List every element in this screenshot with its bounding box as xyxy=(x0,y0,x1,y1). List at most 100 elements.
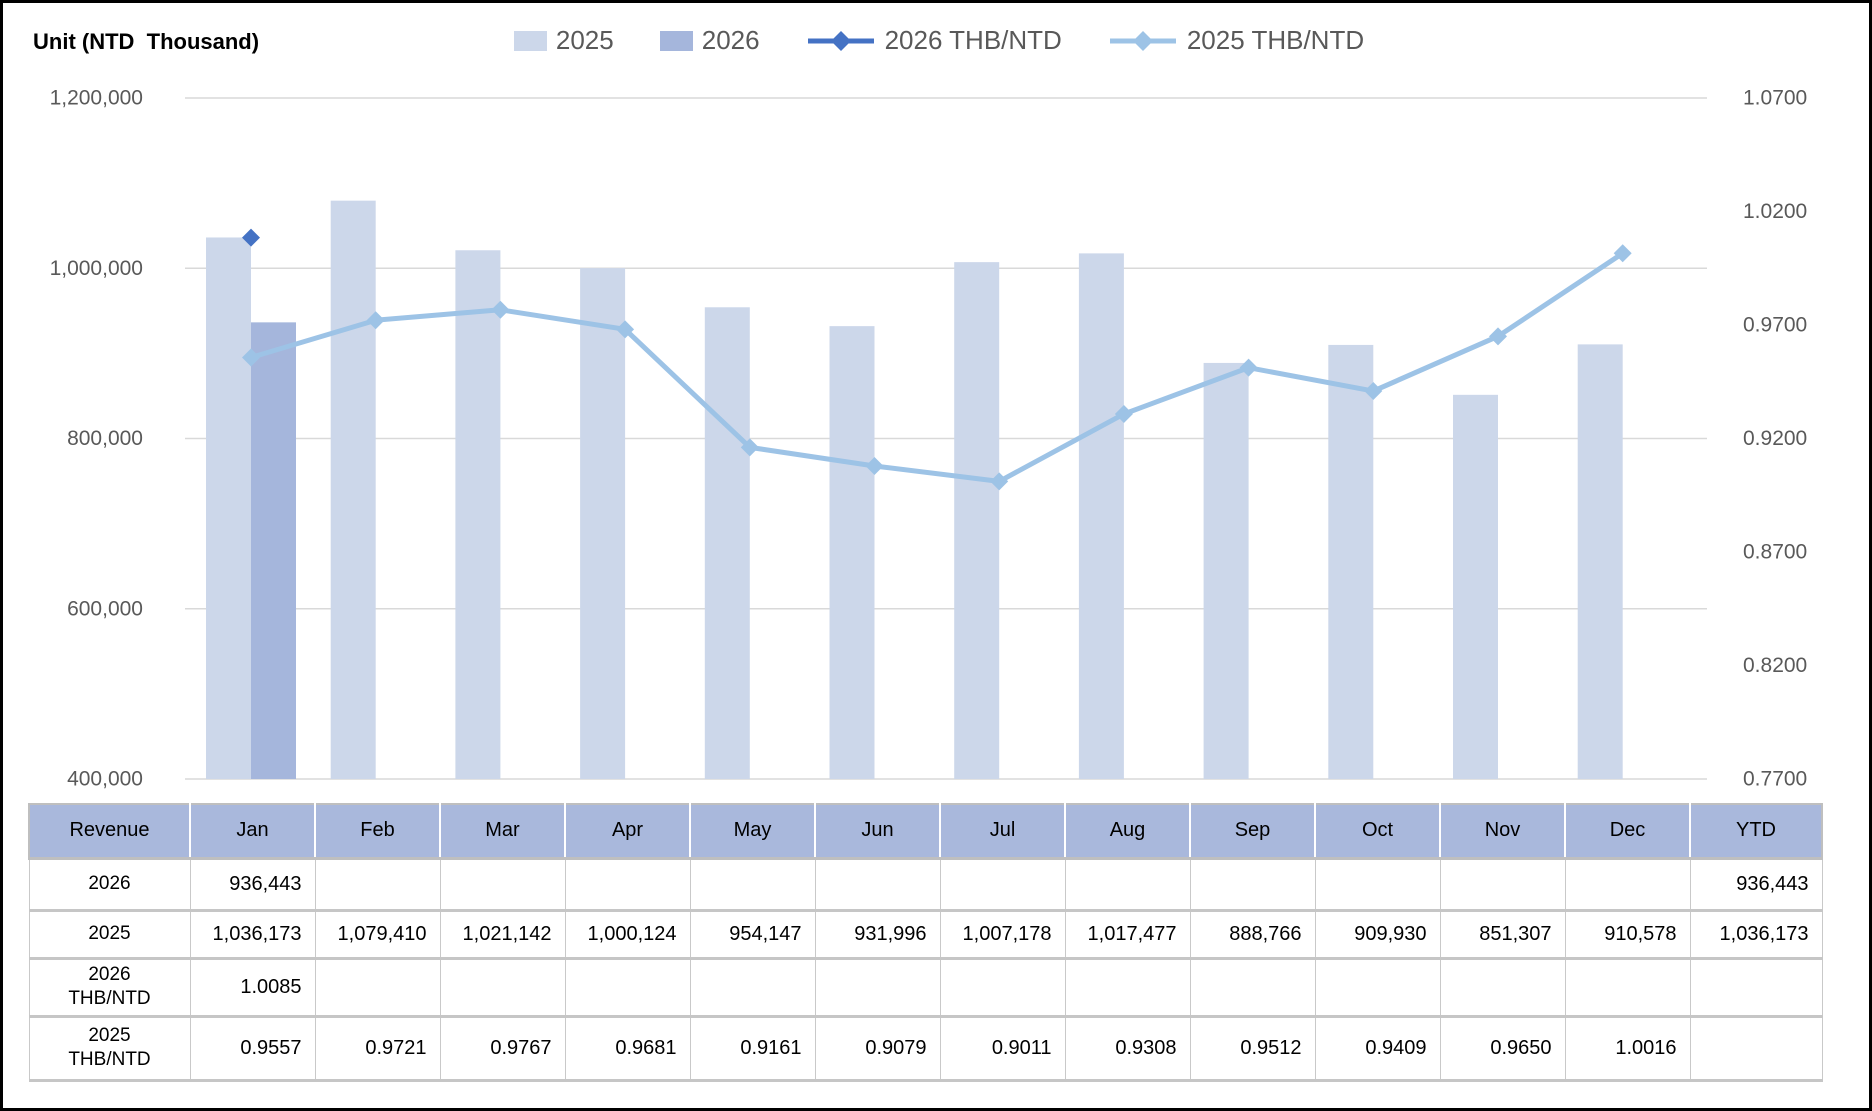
bar-2025-may xyxy=(704,307,750,779)
cell-2025-apr: 1,000,124 xyxy=(564,908,691,960)
cell-2026-mar xyxy=(439,856,566,912)
col-header-dec: Dec xyxy=(1564,803,1691,860)
cell-2025-thb-ntd-jun: 0.9079 xyxy=(814,1014,941,1082)
col-header-jan: Jan xyxy=(189,803,316,860)
left-axis-tick-label: 800,000 xyxy=(67,427,143,450)
cell-2026-dec xyxy=(1564,856,1691,912)
table-row-2026: 2026 936,443 936,443 xyxy=(28,856,1823,912)
bar-2025-apr xyxy=(580,268,626,779)
cell-2025-sep: 888,766 xyxy=(1189,908,1316,960)
bar-2025-sep xyxy=(1203,362,1249,779)
cell-2026-may xyxy=(689,856,816,912)
marker-2026-thb-ntd-jan xyxy=(242,228,260,247)
col-header-nov: Nov xyxy=(1439,803,1566,860)
legend-bar-swatch xyxy=(513,30,547,51)
marker-2025-thb-ntd-jun xyxy=(865,456,884,475)
cell-2026-ytd: 936,443 xyxy=(1689,856,1823,912)
bar-2025-mar xyxy=(455,250,501,779)
cell-2026-thb-ntd-sep xyxy=(1189,956,1316,1018)
cell-2026-jan: 936,443 xyxy=(189,856,316,912)
cell-2025-thb-ntd-jul: 0.9011 xyxy=(939,1014,1066,1082)
legend-label: 2025 THB/NTD xyxy=(1186,25,1365,55)
marker-2025-thb-ntd-feb xyxy=(366,311,385,330)
table-row-2026-thb-ntd: 2026 THB/NTD 1.0085 xyxy=(28,956,1823,1018)
legend-item-2026: 2026 xyxy=(659,25,760,56)
cell-2026-jun xyxy=(814,856,941,912)
bar-2025-feb xyxy=(330,200,376,780)
cell-2026-thb-ntd-jun xyxy=(814,956,941,1018)
cell-2025-nov: 851,307 xyxy=(1439,908,1566,960)
col-header-jun: Jun xyxy=(814,803,941,860)
row-label-2025: 2025 xyxy=(28,908,191,960)
legend-item-2025: 2025 xyxy=(513,25,614,56)
cell-2026-thb-ntd-nov xyxy=(1439,956,1566,1018)
right-axis-tick-label: 0.7700 xyxy=(1743,768,1807,791)
left-axis-tick-label: 1,000,000 xyxy=(50,257,143,280)
legend-line-swatch xyxy=(807,30,874,51)
cell-2025-thb-ntd-apr: 0.9681 xyxy=(564,1014,691,1082)
revenue-table: Revenue Jan Feb Mar Apr May Jun Jul Aug Sep Oct Nov… xyxy=(28,803,1823,1082)
marker-2025-thb-ntd-mar xyxy=(491,300,510,319)
row-label-2025-thb-ntd: 2025 THB/NTD xyxy=(28,1014,191,1082)
cell-2026-jul xyxy=(939,856,1066,912)
cell-2025-thb-ntd-ytd xyxy=(1689,1014,1823,1082)
row-label-2026-thb-ntd: 2026 THB/NTD xyxy=(28,956,191,1018)
cell-2025-oct: 909,930 xyxy=(1314,908,1441,960)
marker-2025-thb-ntd-jan xyxy=(242,348,260,367)
col-header-may: May xyxy=(689,803,816,860)
cell-2026-sep xyxy=(1189,856,1316,912)
cell-2025-ytd: 1,036,173 xyxy=(1689,908,1823,960)
table-row-2025-thb-ntd: 2025 THB/NTD 0.9557 0.9721 0.9767 0.9681 0.91… xyxy=(28,1014,1823,1082)
left-axis-tick-label: 1,200,000 xyxy=(50,87,143,110)
revenue-chart: 400,000 600,000 800,000 1,000,000 1,200,000 0… xyxy=(50,87,1808,791)
chart-legend: 2025 2026 2026 THB/NTD 2025 THB/NTD xyxy=(89,25,1789,56)
col-header-feb: Feb xyxy=(314,803,441,860)
col-header-mar: Mar xyxy=(439,803,566,860)
col-header-revenue: Revenue xyxy=(28,803,191,860)
cell-2026-thb-ntd-mar xyxy=(439,956,566,1018)
cell-2025-dec: 910,578 xyxy=(1564,908,1691,960)
cell-2026-aug xyxy=(1064,856,1191,912)
unit-label: Unit (NTD Thousand) xyxy=(33,29,260,54)
marker-2025-thb-ntd-aug xyxy=(1114,404,1133,423)
cell-2025-jul: 1,007,178 xyxy=(939,908,1066,960)
cell-2026-thb-ntd-oct xyxy=(1314,956,1441,1018)
marker-2025-thb-ntd-oct xyxy=(1364,382,1383,401)
legend-label: 2026 THB/NTD xyxy=(884,25,1062,55)
legend-item-2025-thb-ntd: 2025 THB/NTD xyxy=(1108,25,1364,56)
col-header-jul: Jul xyxy=(939,803,1066,860)
marker-2025-thb-ntd-apr xyxy=(616,320,635,339)
left-axis-tick-label: 600,000 xyxy=(67,597,143,620)
cell-2025-mar: 1,021,142 xyxy=(439,908,566,960)
right-axis-tick-label: 0.9700 xyxy=(1743,314,1807,337)
cell-2025-thb-ntd-sep: 0.9512 xyxy=(1189,1014,1316,1082)
cell-2026-thb-ntd-aug xyxy=(1064,956,1191,1018)
row-label-2026: 2026 xyxy=(28,856,191,912)
cell-2025-thb-ntd-nov: 0.9650 xyxy=(1439,1014,1566,1082)
marker-2025-thb-ntd-jul xyxy=(990,472,1009,491)
cell-2025-thb-ntd-feb: 0.9721 xyxy=(314,1014,441,1082)
cell-2026-thb-ntd-dec xyxy=(1564,956,1691,1018)
legend-label: 2026 xyxy=(701,25,760,55)
col-header-sep: Sep xyxy=(1189,803,1316,860)
cell-2025-thb-ntd-mar: 0.9767 xyxy=(439,1014,566,1082)
right-axis-tick-label: 1.0700 xyxy=(1743,87,1807,110)
cell-2025-aug: 1,017,477 xyxy=(1064,908,1191,960)
marker-2025-thb-ntd-nov xyxy=(1489,327,1507,346)
right-axis-tick-label: 0.9200 xyxy=(1743,427,1807,450)
bar-2025-oct xyxy=(1328,344,1374,779)
bar-2025-aug xyxy=(1078,253,1124,780)
bar-2025-jul xyxy=(954,262,1000,779)
cell-2025-jan: 1,036,173 xyxy=(189,908,316,960)
cell-2026-thb-ntd-ytd xyxy=(1689,956,1823,1018)
cell-2026-thb-ntd-jul xyxy=(939,956,1066,1018)
bar-2025-jun xyxy=(829,326,875,779)
right-axis-tick-label: 0.8700 xyxy=(1743,541,1807,564)
cell-2025-thb-ntd-dec: 1.0016 xyxy=(1564,1014,1691,1082)
legend-label: 2025 xyxy=(555,25,614,55)
cell-2026-thb-ntd-jan: 1.0085 xyxy=(189,956,316,1018)
bar-2025-dec xyxy=(1577,344,1623,779)
legend-item-2026-thb-ntd: 2026 THB/NTD xyxy=(806,25,1062,56)
cell-2025-thb-ntd-jan: 0.9557 xyxy=(189,1014,316,1082)
